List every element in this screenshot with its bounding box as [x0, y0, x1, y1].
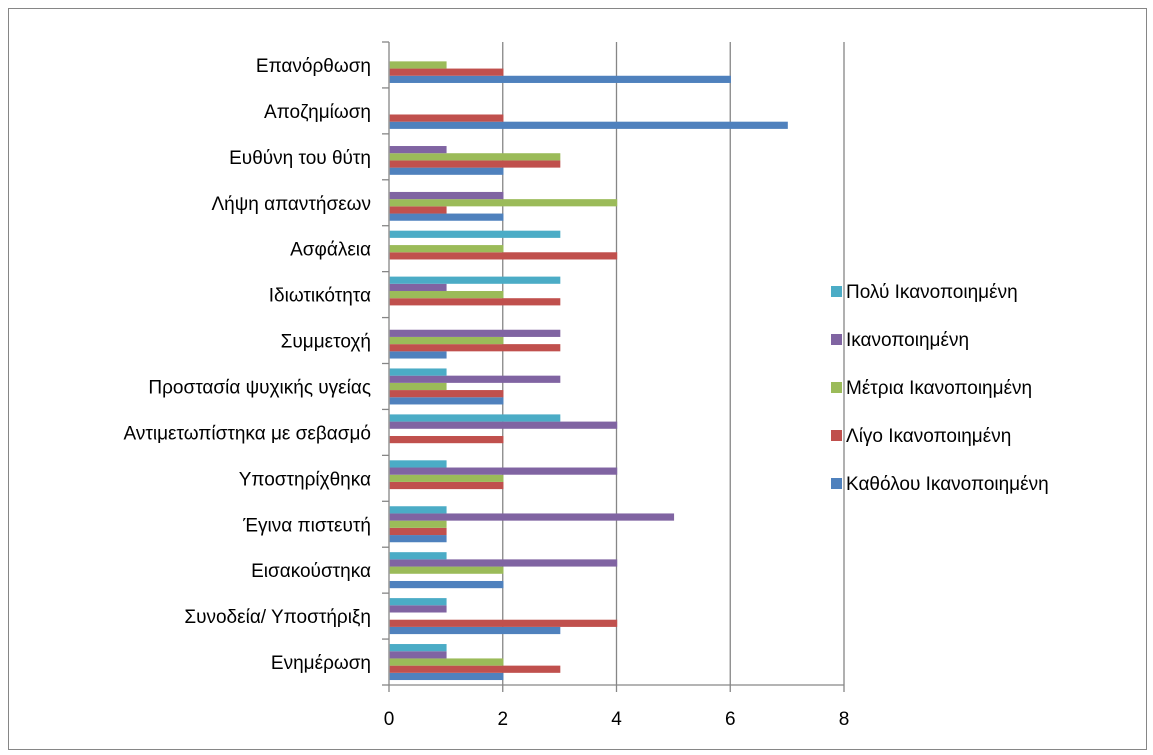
bar [389, 481, 504, 490]
category-label: Συμμετοχή [281, 332, 371, 353]
bar [389, 121, 788, 129]
bar [389, 167, 504, 175]
bar [389, 199, 618, 207]
bar [389, 421, 618, 429]
x-tick-label: 0 [384, 709, 395, 730]
bar [389, 474, 504, 482]
bar [389, 535, 447, 543]
bar [389, 559, 618, 567]
bar [389, 230, 561, 238]
bar [389, 283, 447, 292]
x-tick-label: 4 [611, 709, 622, 730]
bar [389, 160, 561, 168]
bar [389, 75, 731, 83]
bar [389, 506, 447, 514]
category-label: Ασφάλεια [290, 240, 371, 261]
category-label: Συνοδεία/ Υποστήριξη [184, 607, 371, 628]
category-labels: Ενημέρωση Συνοδεία/ Υποστήριξη Εισακούστηκ… [124, 56, 371, 674]
category-label: Αποζημίωση [264, 102, 371, 123]
bar [389, 368, 447, 376]
legend-label: Λίγο Ικανοποιημένη [846, 426, 1011, 447]
bar [389, 298, 561, 306]
bar [389, 146, 447, 154]
legend-label: Καθόλου Ικανοποιημένη [846, 474, 1049, 495]
legend-label: Μέτρια Ικανοποιημένη [846, 378, 1032, 399]
category-label: Επανόρθωση [256, 56, 371, 77]
bar [389, 351, 447, 359]
bar [389, 114, 504, 122]
bar [389, 527, 447, 536]
bar [389, 375, 561, 383]
bar [389, 460, 447, 468]
legend-swatch [831, 334, 842, 345]
category-label: Λήψη απαντήσεων [211, 194, 371, 215]
bar [389, 390, 504, 398]
x-tick-label: 6 [725, 709, 736, 730]
bar [389, 626, 561, 635]
bar [389, 252, 618, 260]
axes [382, 41, 845, 692]
legend-swatch [831, 430, 842, 441]
bar [389, 213, 504, 221]
category-label: Ευθύνη του θύτη [229, 148, 371, 169]
tick-labels: 0 2 4 6 8 [384, 709, 850, 730]
category-label: Ιδιωτικότητα [269, 286, 371, 307]
bar [389, 68, 504, 76]
bar [389, 658, 504, 666]
bar [389, 619, 618, 627]
bar [389, 336, 504, 345]
bar [389, 414, 561, 422]
category-label: Έγινα πιστευτή [242, 515, 371, 536]
legend-swatch [831, 478, 842, 489]
bar [389, 153, 561, 161]
bar [389, 206, 447, 214]
legend-swatch [831, 382, 842, 393]
bar [389, 566, 504, 574]
bar [389, 61, 447, 69]
bars [389, 61, 788, 681]
bar [389, 605, 447, 613]
category-label: Υποστηρίχθηκα [239, 469, 371, 490]
bar [389, 644, 447, 652]
legend-swatch [831, 286, 842, 297]
legend-label: Ικανοποιημένη [846, 330, 969, 351]
bar [389, 651, 447, 659]
category-label: Αντιμετωπίστηκα με σεβασμό [124, 423, 371, 444]
bar [389, 520, 447, 528]
legend-label: Πολύ Ικανοποιημένη [846, 282, 1018, 303]
bar [389, 245, 504, 253]
bar [389, 672, 504, 681]
legend: Πολύ Ικανοποιημένη Ικανοποιημένη Μέτρια Ικ… [831, 282, 1049, 495]
bar [389, 580, 504, 589]
bar [389, 344, 561, 352]
bar [389, 276, 561, 284]
bar [389, 552, 447, 560]
bar [389, 291, 504, 299]
bar [389, 397, 504, 405]
bar [389, 329, 561, 337]
category-label: Εισακούστηκα [251, 561, 371, 582]
x-tick-label: 8 [839, 709, 850, 730]
bar [389, 598, 447, 606]
bar [389, 382, 447, 391]
category-label: Ενημέρωση [271, 653, 371, 674]
chart-frame: Ενημέρωση Συνοδεία/ Υποστήριξη Εισακούστηκ… [8, 8, 1147, 750]
x-tick-label: 2 [497, 709, 508, 730]
bar-chart: Ενημέρωση Συνοδεία/ Υποστήριξη Εισακούστηκ… [124, 41, 1049, 730]
gridlines [502, 42, 845, 685]
bar [389, 191, 504, 200]
bar [389, 513, 675, 521]
bar [389, 435, 504, 444]
bar [389, 467, 618, 475]
category-label: Προστασία ψυχικής υγείας [148, 377, 371, 398]
bar [389, 665, 561, 673]
